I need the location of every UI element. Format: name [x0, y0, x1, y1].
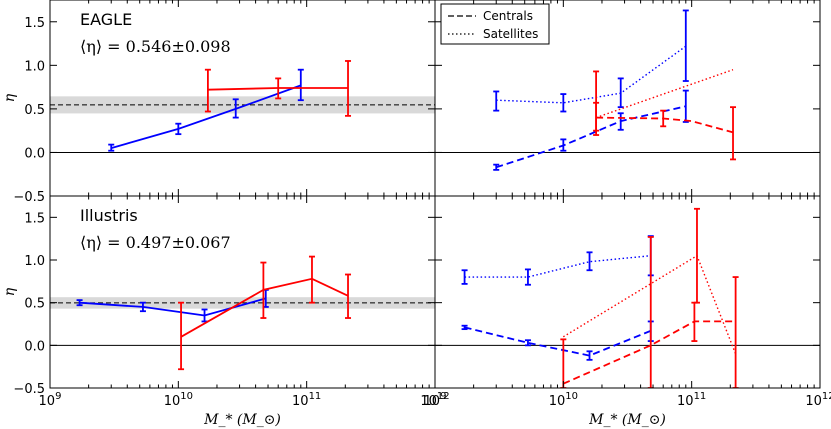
- panel-title: Illustris: [80, 206, 138, 225]
- y-tick-label: 1.5: [24, 211, 45, 226]
- x-axis-label: M_* (M_⊙): [588, 412, 666, 428]
- series-line-red-all: [180, 277, 349, 338]
- x-tick-label: 1012: [805, 391, 831, 409]
- series-group: [493, 9, 737, 171]
- x-tick-label: 1010: [164, 391, 193, 409]
- panel-title: EAGLE: [80, 10, 132, 29]
- y-tick-label: 0.0: [24, 339, 45, 354]
- x-tick-label: 109: [39, 391, 62, 409]
- y-tick-label: 1.5: [24, 16, 45, 31]
- legend-centrals-label: Centrals: [483, 9, 533, 23]
- series-line-blue-cen: [464, 326, 652, 357]
- x-tick-label: 1011: [292, 391, 321, 409]
- series-group: [76, 255, 352, 371]
- series-line-blue-cen: [495, 105, 686, 169]
- panel-eagle-all: −0.5 0.0 0.5 1.0 1.5 EAGLE ⟨η⟩ = 0.546±0.098 η: [2, 0, 436, 205]
- x-tick-label: 1012: [420, 391, 449, 409]
- legend-box: [440, 3, 550, 45]
- series-line-red-cen: [562, 320, 736, 385]
- legend-satellites-label: Satellites: [483, 27, 538, 41]
- eta-label: ⟨η⟩ = 0.497±0.067: [80, 233, 231, 252]
- y-tick-label: 1.0: [24, 254, 45, 269]
- series-group: [461, 207, 739, 388]
- series-line-blue-all: [110, 84, 302, 149]
- series-line-blue-sat: [464, 255, 651, 278]
- y-tick-label: −0.5: [13, 382, 45, 397]
- y-axis-label: η: [2, 287, 18, 296]
- x-tick-label: 1011: [677, 391, 706, 409]
- series-line-blue-sat: [496, 45, 687, 104]
- panel-eagle-split: Centrals Satellites: [434, 0, 821, 197]
- x-tick-label: 109: [424, 391, 447, 409]
- y-axis-label: η: [2, 93, 18, 102]
- y-tick-label: 1.0: [24, 59, 45, 74]
- x-tick-label: 1010: [549, 391, 578, 409]
- panel-illustris-split: 109 1010 1011 1012 M_* (M_⊙): [424, 195, 831, 428]
- x-axis-label: M_* (M_⊙): [203, 412, 281, 428]
- eta-label: ⟨η⟩ = 0.546±0.098: [80, 37, 231, 56]
- y-tick-label: 0.5: [24, 297, 45, 312]
- series-group: [108, 60, 352, 152]
- series-line-red-cen: [596, 116, 734, 134]
- panel-illustris-all: −0.5 0.0 0.5 1.0 1.5 Illustris ⟨η⟩ = 0.497±0.0…: [2, 195, 450, 428]
- y-tick-label: −0.5: [13, 190, 45, 205]
- series-line-red-sat: [595, 69, 734, 119]
- axis-frame: [434, 195, 821, 389]
- legend: Centrals Satellites: [440, 3, 550, 45]
- y-tick-label: 0.0: [24, 146, 45, 161]
- y-tick-label: 0.5: [24, 103, 45, 118]
